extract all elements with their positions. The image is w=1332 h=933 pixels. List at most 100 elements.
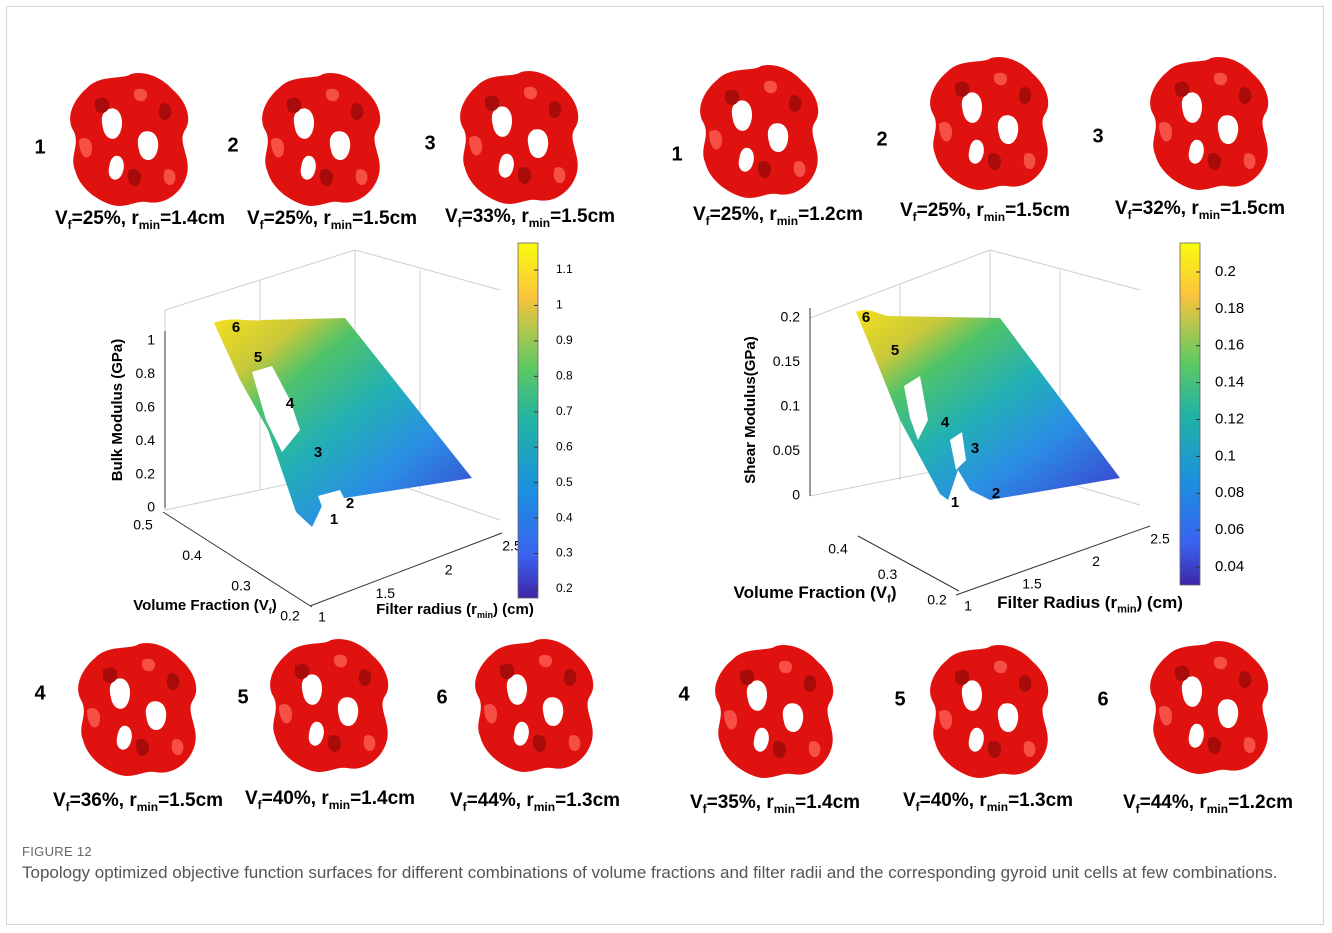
point-label: 1 bbox=[951, 494, 959, 511]
z-tick-label: 1 bbox=[147, 332, 155, 348]
cell-number: 4 bbox=[34, 682, 46, 704]
cell-label: Vf=44%, rmin=1.3cm bbox=[450, 790, 620, 814]
colorbar bbox=[1179, 242, 1201, 586]
text-segment: =1.3cm bbox=[555, 790, 620, 811]
subscript: f bbox=[706, 214, 711, 228]
y-tick-label: 1.5 bbox=[1022, 575, 1042, 591]
text-segment: V bbox=[53, 790, 66, 811]
colorbar-tick-label: 0.2 bbox=[1215, 263, 1236, 280]
subscript: f bbox=[1128, 208, 1133, 222]
gyroid-cell bbox=[930, 56, 1049, 190]
text-segment: =25%, r bbox=[917, 200, 985, 221]
text-segment: V bbox=[693, 204, 706, 225]
subscript: f bbox=[68, 218, 73, 232]
subscript: f bbox=[66, 800, 71, 814]
text-segment: =1.4cm bbox=[160, 208, 225, 229]
text-segment: ) bbox=[891, 583, 897, 602]
text-segment: =1.5cm bbox=[352, 208, 417, 229]
subscript: min bbox=[774, 802, 795, 816]
point-label: 5 bbox=[891, 342, 899, 359]
axis-box-line bbox=[809, 249, 991, 319]
text-segment: =25%, r bbox=[72, 208, 140, 229]
y-axis bbox=[955, 525, 1151, 596]
text-segment: =35%, r bbox=[707, 792, 775, 813]
text-segment: =1.5cm bbox=[550, 206, 615, 227]
text-segment: =40%, r bbox=[920, 790, 988, 811]
subscript: min bbox=[984, 210, 1005, 224]
colorbar-tick-label: 0.4 bbox=[556, 510, 573, 524]
text-segment: V bbox=[55, 208, 68, 229]
axis-box-line bbox=[989, 249, 1141, 291]
cell-label: Vf=35%, rmin=1.4cm bbox=[690, 792, 860, 816]
y-axis bbox=[309, 532, 503, 607]
x-tick-label: 0.4 bbox=[182, 547, 202, 563]
point-label: 4 bbox=[286, 395, 295, 412]
z-tick-label: 0.2 bbox=[136, 465, 156, 481]
text-segment: =25%, r bbox=[710, 204, 778, 225]
cell-number: 6 bbox=[436, 686, 447, 708]
text-segment: =1.4cm bbox=[795, 792, 860, 813]
y-tick-label: 2 bbox=[1092, 553, 1100, 569]
point-label: 6 bbox=[862, 309, 870, 326]
gyroid-cell bbox=[270, 638, 389, 772]
cell-label: Vf=33%, rmin=1.5cm bbox=[445, 206, 615, 230]
text-segment: V bbox=[903, 790, 916, 811]
gyroid-cell bbox=[930, 644, 1049, 778]
gyroid-cell bbox=[70, 72, 189, 206]
colorbar-tick-label: 0.9 bbox=[556, 333, 573, 347]
subscript: min bbox=[987, 800, 1008, 814]
x-axis bbox=[162, 511, 313, 608]
gyroid-cell bbox=[262, 72, 381, 206]
z-tick-label: 0.1 bbox=[781, 398, 801, 414]
z-axis-label: Bulk Modulus (GPa) bbox=[109, 339, 126, 482]
y-axis-label: Filter radius (rmin) (cm) bbox=[376, 601, 534, 620]
subscript: f bbox=[913, 210, 918, 224]
subscript: min bbox=[331, 218, 352, 232]
colorbar-tick-label: 0.1 bbox=[1215, 447, 1236, 464]
text-segment: =1.2cm bbox=[798, 204, 863, 225]
cell-number: 1 bbox=[671, 143, 682, 165]
z-tick-label: 0.4 bbox=[136, 432, 156, 448]
point-label: 6 bbox=[232, 319, 240, 336]
text-segment: ) (cm) bbox=[1137, 593, 1183, 612]
caption-label: FIGURE 12 bbox=[22, 844, 92, 859]
colorbar-tick-label: 0.2 bbox=[556, 581, 573, 595]
text-segment: =44%, r bbox=[467, 790, 535, 811]
text-segment: V bbox=[245, 788, 258, 809]
cell-label: Vf=32%, rmin=1.5cm bbox=[1115, 198, 1285, 222]
z-axis-label: Shear Modulus(GPa) bbox=[742, 336, 759, 484]
text-segment: V bbox=[450, 790, 463, 811]
colorbar-tick-label: 0.14 bbox=[1215, 374, 1244, 391]
y-tick-label: 1 bbox=[318, 609, 326, 625]
subscript: f bbox=[258, 798, 263, 812]
text-segment: =1.2cm bbox=[1228, 792, 1293, 813]
colorbar-tick-label: 0.5 bbox=[556, 475, 573, 489]
cell-number: 2 bbox=[876, 128, 887, 150]
subscript: min bbox=[1199, 208, 1220, 222]
y-axis-label: Filter Radius (rmin) (cm) bbox=[997, 593, 1183, 615]
text-segment: ) (cm) bbox=[493, 601, 534, 618]
subscript: min bbox=[477, 610, 493, 620]
cell-label: Vf=25%, rmin=1.5cm bbox=[247, 208, 417, 232]
text-segment: ) bbox=[272, 597, 277, 614]
cell-number: 3 bbox=[424, 132, 435, 154]
text-segment: Filter radius (r bbox=[376, 601, 477, 618]
colorbar-tick-label: 0.08 bbox=[1215, 484, 1244, 501]
z-tick-label: 0 bbox=[792, 487, 800, 503]
point-label: 5 bbox=[254, 349, 262, 366]
text-segment: =1.4cm bbox=[350, 788, 415, 809]
text-segment: =1.5cm bbox=[1005, 200, 1070, 221]
surface-hole bbox=[252, 366, 300, 452]
text-segment: Volume Fraction (V bbox=[133, 597, 269, 614]
text-segment: =33%, r bbox=[462, 206, 530, 227]
x-tick-label: 0.2 bbox=[280, 608, 300, 624]
z-tick-label: 0.05 bbox=[773, 442, 800, 458]
colorbar-tick-label: 0.3 bbox=[556, 546, 573, 560]
gyroid-cell bbox=[460, 70, 579, 204]
subscript: min bbox=[139, 218, 160, 232]
x-tick-label: 0.2 bbox=[927, 592, 947, 608]
subscript: min bbox=[137, 800, 158, 814]
subscript: f bbox=[260, 218, 265, 232]
subscript: f bbox=[1136, 802, 1141, 816]
